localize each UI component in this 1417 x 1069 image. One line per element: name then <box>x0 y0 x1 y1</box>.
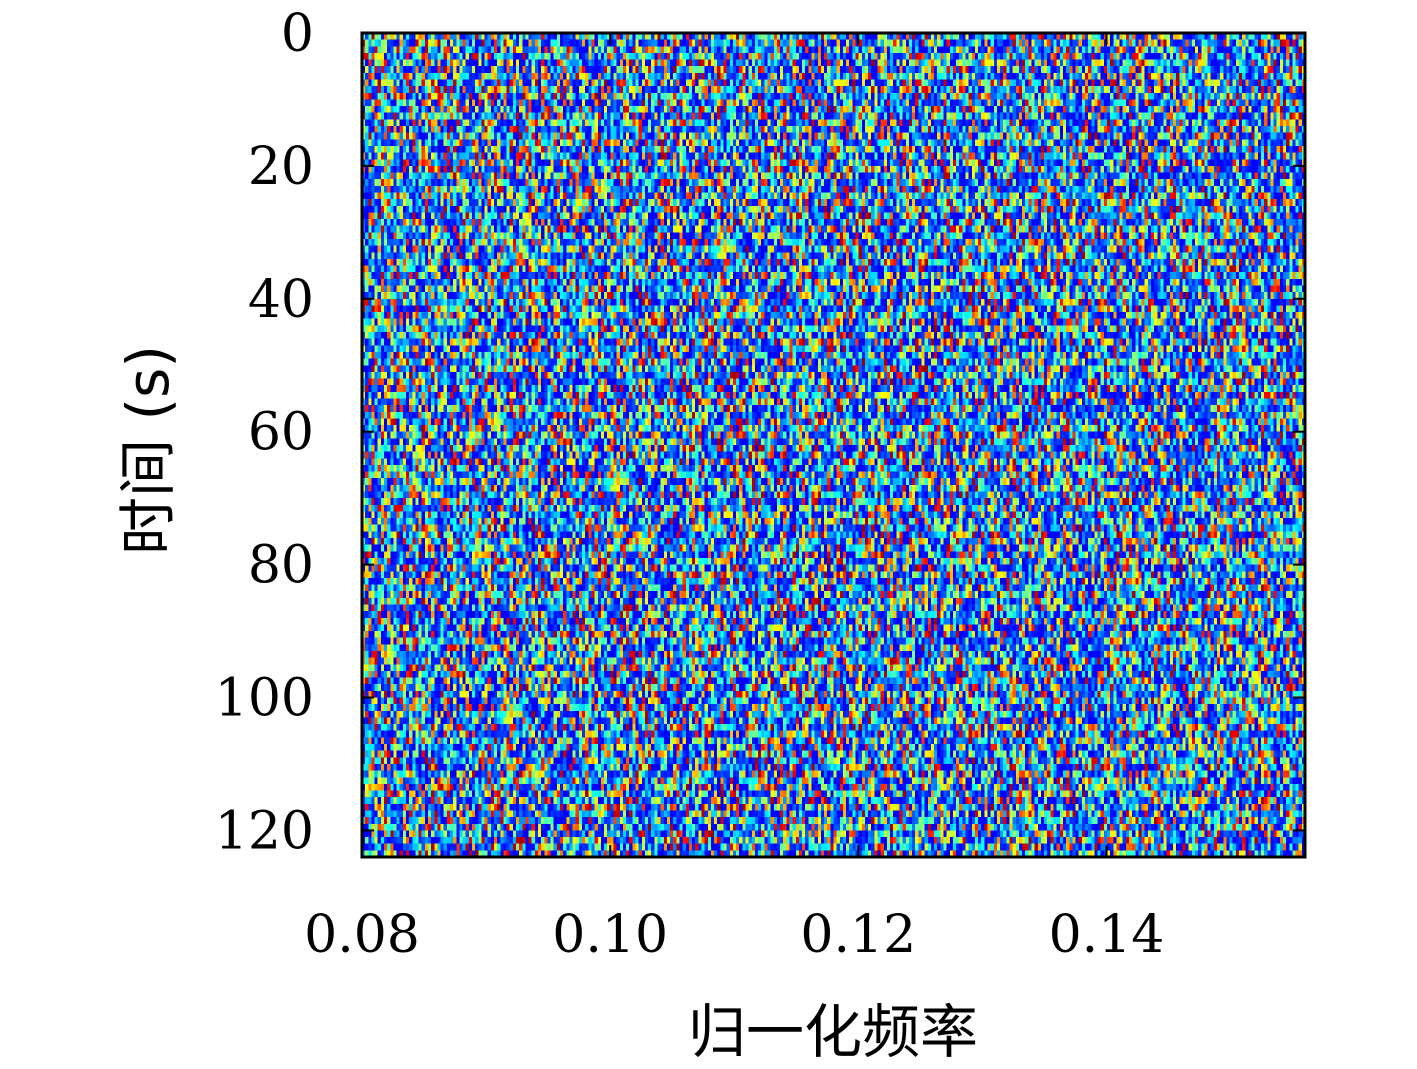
y-tick-label: 60 <box>248 403 314 463</box>
heatmap-layer <box>362 33 1305 857</box>
x-ticks: 0.08 0.10 0.12 0.14 <box>304 33 1164 965</box>
y-tick-label: 0 <box>281 4 314 64</box>
y-axis-title: 时间 (s) <box>114 345 182 555</box>
x-tick-label: 0.10 <box>552 905 668 965</box>
y-tick-label: 120 <box>215 801 314 861</box>
heatmap-image <box>362 33 1305 857</box>
x-tick-label: 0.08 <box>304 905 420 965</box>
y-tick-label: 20 <box>248 137 314 197</box>
x-axis-title: 归一化频率 <box>688 998 978 1066</box>
x-tick-label: 0.14 <box>1049 905 1165 965</box>
y-tick-label: 100 <box>215 669 314 729</box>
plot-frame <box>360 31 1307 859</box>
y-ticks: 0 20 40 60 80 100 120 <box>215 4 1305 861</box>
y-tick-label: 80 <box>248 536 314 596</box>
y-tick-label: 40 <box>248 270 314 330</box>
x-tick-label: 0.12 <box>800 905 916 965</box>
